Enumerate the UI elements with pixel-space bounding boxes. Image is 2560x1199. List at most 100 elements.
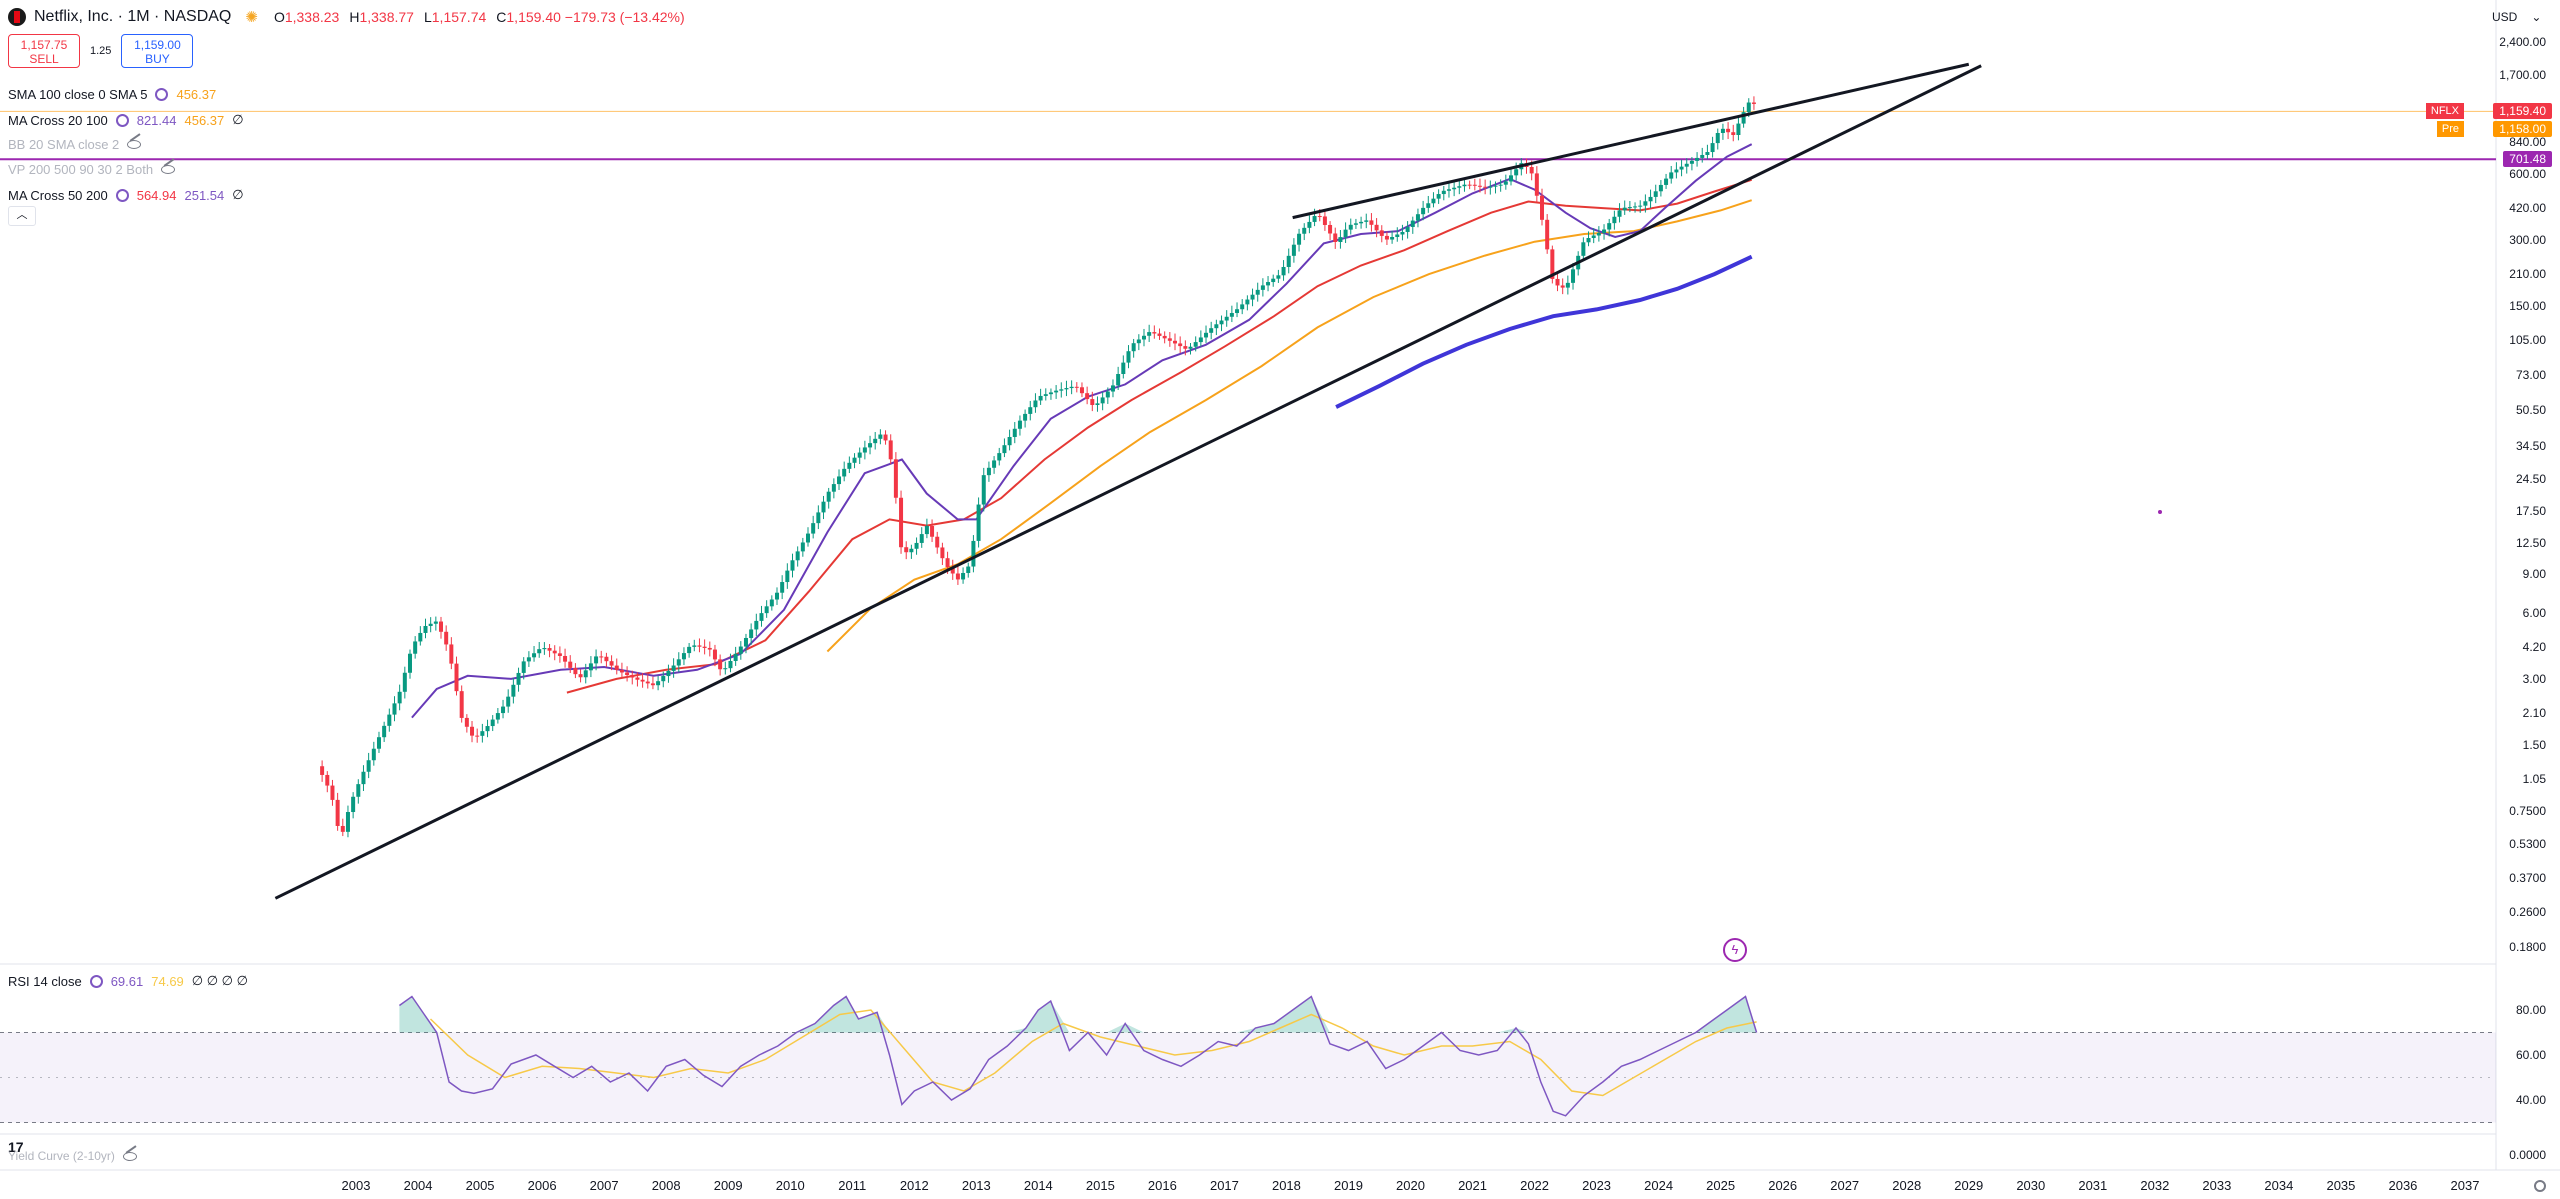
candle-body: [1395, 234, 1400, 238]
indicator-name[interactable]: VP 200 500 90 30 2 Both: [8, 162, 154, 177]
candle-body: [413, 641, 418, 654]
premarket-price-badge[interactable]: 1,158.00: [2493, 121, 2552, 138]
symbol-badge[interactable]: NFLX: [2425, 103, 2464, 120]
candle-body: [997, 453, 1002, 461]
indicator-name[interactable]: BB 20 SMA close 2: [8, 137, 120, 152]
premarket-label-badge[interactable]: Pre: [2436, 121, 2464, 138]
candle-body: [723, 668, 728, 670]
trade-buttons: 1,157.75 SELL 1.25 1,159.00 BUY: [8, 34, 194, 68]
candle-body: [1079, 387, 1084, 394]
price-axis-label: 2,400.00: [2499, 35, 2546, 49]
time-axis-label: 2017: [1209, 1178, 1239, 1193]
candle-body: [1064, 388, 1069, 390]
gear-icon[interactable]: [115, 113, 129, 127]
eye-off-icon[interactable]: [161, 165, 176, 174]
candle-body: [501, 706, 506, 714]
candle-body: [1441, 190, 1446, 195]
last-price-badge[interactable]: 1,159.40: [2493, 103, 2552, 120]
yield-curve-title[interactable]: Yield Curve (2-10yr): [8, 1149, 115, 1163]
indicator-row[interactable]: MA Cross 50 200 564.94 251.54 ∅: [8, 187, 244, 203]
eye-off-icon[interactable]: [122, 1151, 137, 1161]
time-axis-label: 2032: [2140, 1178, 2170, 1193]
sma100-line: [826, 199, 1753, 653]
candle-body: [1400, 231, 1405, 235]
gear-icon[interactable]: [155, 88, 169, 101]
candle-body: [532, 653, 537, 658]
indicator-name[interactable]: MA Cross 50 200: [8, 187, 108, 203]
candle-body: [1514, 169, 1519, 176]
indicator-name[interactable]: MA Cross 20 100: [8, 112, 108, 128]
indicator-row[interactable]: SMA 100 close 0 SMA 5 456.37: [8, 87, 216, 102]
candle-body: [1286, 255, 1291, 267]
candle-body: [1214, 324, 1219, 329]
gear-icon[interactable]: [89, 974, 103, 988]
price-axis-label: 0.5300: [2509, 837, 2546, 852]
time-axis-label: 2028: [1892, 1178, 1922, 1193]
candle-body: [1715, 132, 1720, 144]
market-open-icon[interactable]: ✺: [245, 9, 258, 26]
gear-icon[interactable]: [115, 188, 129, 202]
buy-button[interactable]: 1,159.00 BUY: [121, 34, 194, 68]
candle-body: [495, 713, 500, 720]
candle-body: [671, 665, 676, 671]
time-axis-label: 2014: [1023, 1178, 1053, 1193]
candle-body: [687, 646, 692, 654]
candle-body: [899, 497, 904, 548]
candle-body: [345, 812, 350, 832]
rsi-extras: ∅ ∅ ∅ ∅: [191, 973, 248, 988]
candle-body: [852, 457, 857, 463]
lightning-icon[interactable]: ϟ: [1723, 938, 1747, 962]
candle-body: [868, 443, 873, 448]
indicator-name[interactable]: SMA 100 close 0 SMA 5: [8, 87, 148, 102]
price-axis-label: 210.00: [2509, 267, 2546, 282]
candle-body: [1312, 216, 1317, 222]
candle-body: [1622, 207, 1627, 211]
candle-body: [1266, 282, 1271, 286]
candle-body: [470, 726, 475, 736]
settings-gear-icon[interactable]: [2534, 1180, 2546, 1192]
candle-body: [407, 653, 412, 673]
eye-off-icon[interactable]: [127, 140, 142, 149]
candle-body: [728, 660, 733, 669]
candle-body: [1720, 128, 1725, 133]
time-axis-label: 2012: [899, 1178, 929, 1193]
candle-body: [1297, 233, 1302, 245]
rsi-title[interactable]: RSI 14 close: [8, 973, 82, 989]
candle-body: [1100, 397, 1105, 404]
candle-body: [1359, 221, 1364, 224]
candle-body: [464, 717, 469, 727]
candle-body: [645, 681, 650, 684]
candle-body: [1741, 112, 1746, 124]
time-axis-label: 2003: [341, 1178, 371, 1193]
collapse-legend-button[interactable]: ︿: [8, 206, 36, 226]
candle-body: [583, 670, 588, 678]
tradingview-logo[interactable]: 17: [8, 1139, 24, 1155]
candle-body: [1240, 304, 1245, 310]
sell-button[interactable]: 1,157.75 SELL: [8, 34, 80, 68]
rsi-value: 69.61: [110, 973, 144, 989]
candle-body: [1374, 224, 1379, 231]
candle-body: [893, 459, 898, 498]
candle-body: [1508, 175, 1513, 182]
candle-body: [521, 661, 526, 673]
candle-body: [1069, 386, 1074, 389]
time-axis-label: 2029: [1954, 1178, 1984, 1193]
candle-body: [1529, 166, 1534, 174]
candle-body: [1173, 340, 1178, 344]
candle-body: [340, 825, 345, 832]
currency-selector[interactable]: USD ⌄: [2492, 10, 2542, 24]
indicator-row[interactable]: BB 20 SMA close 2: [8, 137, 142, 152]
candle-body: [919, 534, 924, 543]
horizontal-line-badge[interactable]: 701.48: [2503, 151, 2552, 168]
symbol-title[interactable]: Netflix, Inc. · 1M · NASDAQ: [34, 8, 232, 25]
trendline: [274, 64, 1982, 900]
time-axis-label: 2036: [2388, 1178, 2418, 1193]
price-axis-label: 34.50: [2515, 439, 2546, 454]
indicator-row[interactable]: VP 200 500 90 30 2 Both: [8, 162, 176, 177]
candle-body: [1229, 313, 1234, 317]
candle-body: [1586, 238, 1591, 243]
time-axis-label: 2034: [2264, 1178, 2294, 1193]
candle-body: [1188, 346, 1193, 349]
indicator-row[interactable]: MA Cross 20 100 821.44 456.37 ∅: [8, 112, 244, 128]
